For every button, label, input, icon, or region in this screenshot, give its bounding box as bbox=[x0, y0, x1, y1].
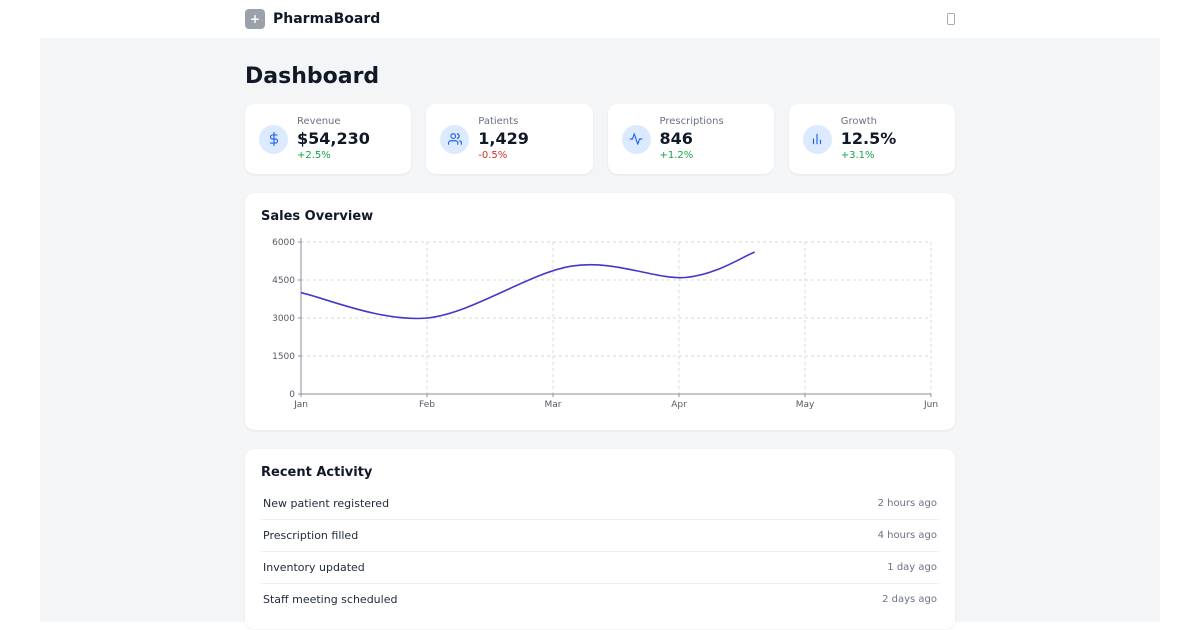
activity-text: Inventory updated bbox=[263, 561, 365, 574]
svg-text:Jun: Jun bbox=[923, 400, 938, 410]
svg-text:1500: 1500 bbox=[272, 352, 295, 362]
svg-text:6000: 6000 bbox=[272, 238, 295, 248]
brand: + PharmaBoard bbox=[245, 9, 380, 29]
page-title: Dashboard bbox=[245, 64, 380, 89]
notification-icon[interactable] bbox=[947, 13, 955, 25]
recent-activity-panel: Recent Activity New patient registered 2… bbox=[245, 449, 955, 629]
svg-text:Feb: Feb bbox=[419, 400, 435, 410]
stat-change: +2.5% bbox=[297, 150, 331, 161]
stat-label: Patients bbox=[478, 115, 519, 127]
recent-activity-title: Recent Activity bbox=[261, 465, 373, 480]
activity-row: Staff meeting scheduled 2 days ago bbox=[261, 584, 939, 615]
app-title: PharmaBoard bbox=[273, 11, 381, 27]
stat-change: -0.5% bbox=[478, 150, 508, 161]
stat-card-revenue: Revenue $54,230 +2.5% bbox=[245, 104, 412, 174]
activity-icon bbox=[621, 124, 651, 154]
activity-text: Prescription filled bbox=[263, 529, 359, 542]
stat-cards: Revenue $54,230 +2.5% Patients 1,429 -0.… bbox=[245, 104, 955, 174]
bar-chart-icon bbox=[802, 124, 832, 154]
activity-text: Staff meeting scheduled bbox=[263, 593, 398, 606]
sales-overview-panel: Sales Overview 0 1500 3000 4500 6000 Jan Feb Ma… bbox=[245, 193, 955, 430]
svg-text:Apr: Apr bbox=[671, 400, 687, 410]
stat-card-prescriptions: Prescriptions 846 +1.2% bbox=[607, 104, 774, 174]
dashboard-page: Dashboard Revenue $54,230 +2.5% Patients bbox=[40, 38, 1160, 629]
stat-card-patients: Patients 1,429 -0.5% bbox=[426, 104, 593, 174]
svg-text:4500: 4500 bbox=[272, 276, 295, 286]
svg-text:May: May bbox=[796, 400, 815, 410]
stat-label: Prescriptions bbox=[659, 115, 724, 127]
stat-change: +1.2% bbox=[659, 150, 694, 161]
activity-row: New patient registered 2 hours ago bbox=[261, 488, 939, 520]
sales-overview-title: Sales Overview bbox=[261, 209, 374, 224]
activity-row: Prescription filled 4 hours ago bbox=[261, 520, 939, 552]
activity-time: 2 hours ago bbox=[877, 498, 937, 509]
activity-time: 2 days ago bbox=[882, 594, 937, 605]
activity-list: New patient registered 2 hours ago Presc… bbox=[261, 488, 939, 615]
app-logo-icon: + bbox=[245, 9, 265, 29]
top-bar: + PharmaBoard bbox=[0, 0, 1200, 38]
stat-change: +3.1% bbox=[840, 150, 875, 161]
stat-card-growth: Growth 12.5% +3.1% bbox=[788, 104, 955, 174]
svg-text:Mar: Mar bbox=[545, 400, 562, 410]
stat-value: $54,230 bbox=[297, 129, 370, 148]
stat-value: 1,429 bbox=[478, 129, 529, 148]
activity-time: 1 day ago bbox=[887, 562, 937, 573]
svg-text:0: 0 bbox=[289, 390, 295, 400]
users-icon bbox=[440, 124, 470, 154]
activity-row: Inventory updated 1 day ago bbox=[261, 552, 939, 584]
stat-label: Revenue bbox=[297, 115, 341, 127]
activity-time: 4 hours ago bbox=[877, 530, 937, 541]
dollar-icon bbox=[259, 124, 288, 154]
stat-value: 12.5% bbox=[840, 129, 897, 148]
activity-text: New patient registered bbox=[263, 497, 390, 510]
stat-label: Growth bbox=[840, 115, 877, 127]
svg-text:3000: 3000 bbox=[272, 314, 295, 324]
stat-value: 846 bbox=[659, 129, 693, 148]
svg-text:Jan: Jan bbox=[293, 400, 308, 410]
sales-chart: 0 1500 3000 4500 6000 Jan Feb Mar Apr May Jun bbox=[272, 238, 938, 410]
